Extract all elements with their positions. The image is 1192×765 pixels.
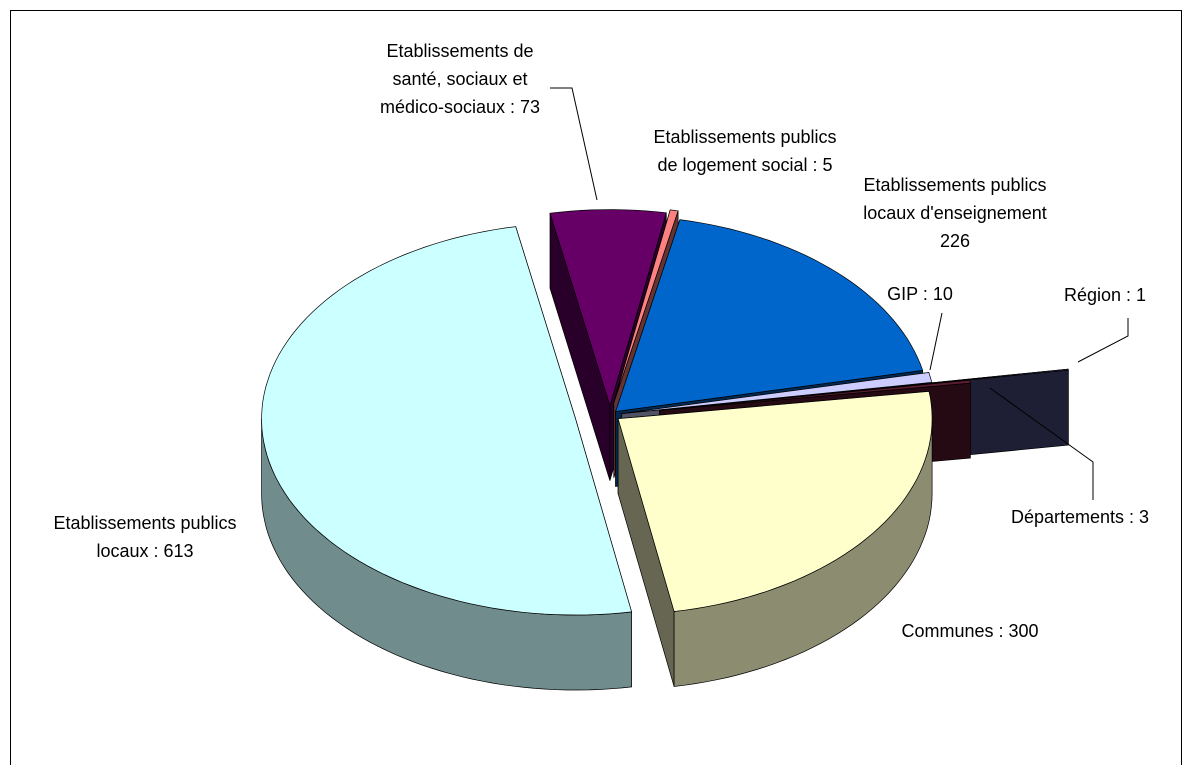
slice-label: 226: [940, 231, 970, 251]
leader-line: [929, 312, 943, 371]
slice-top: [617, 391, 933, 612]
slice-top: [758, 368, 1069, 401]
pie-slice: [261, 226, 633, 691]
slice-top: [621, 372, 933, 414]
slice-top: [261, 226, 633, 616]
slice-label: médico-sociaux : 73: [380, 97, 540, 117]
pie-slice: [617, 391, 933, 687]
slice-top: [615, 219, 924, 412]
slice-label: GIP : 10: [887, 284, 953, 304]
slice-label: Etablissements de: [386, 41, 533, 61]
slice-top: [613, 209, 679, 403]
slice-label: Etablissements publics: [653, 127, 836, 147]
chart-frame: [10, 10, 1182, 765]
leader-line: [1077, 318, 1129, 363]
slice-label: Communes : 300: [901, 621, 1038, 641]
leader-line: [989, 387, 1094, 500]
slice-label: locaux d'enseignement: [863, 203, 1047, 223]
slice-top: [659, 379, 971, 411]
slice-top: [549, 209, 667, 407]
slice-label: de logement social : 5: [657, 155, 832, 175]
slice-label: Etablissements publics: [53, 513, 236, 533]
slice-label: Région : 1: [1064, 285, 1146, 305]
leader-line: [550, 87, 598, 201]
slice-label: Départements : 3: [1011, 507, 1149, 527]
slice-label: santé, sociaux et: [392, 69, 527, 89]
slice-label: Etablissements publics: [863, 175, 1046, 195]
slice-label: locaux : 613: [96, 541, 193, 561]
